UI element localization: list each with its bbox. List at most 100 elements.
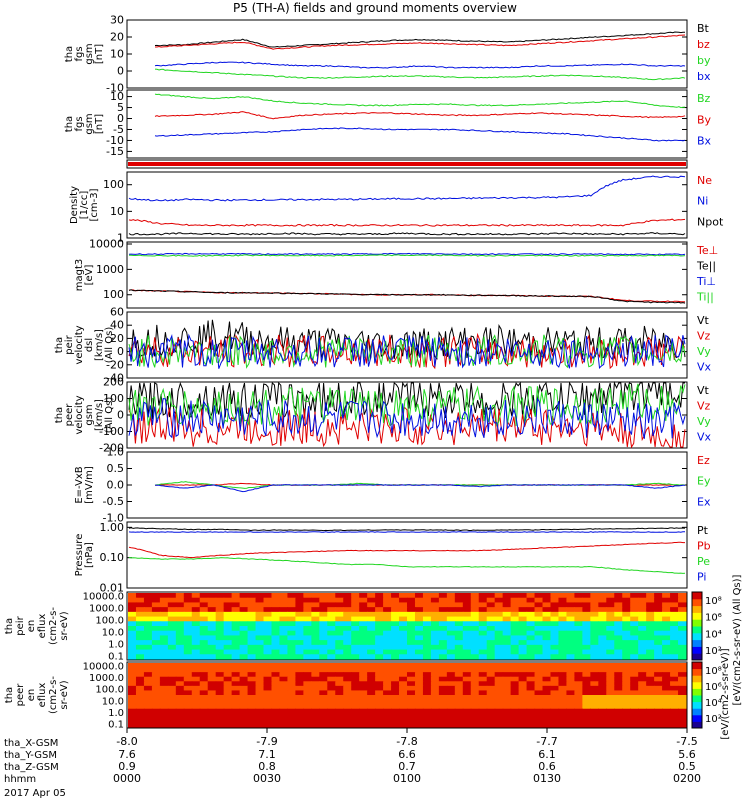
spectrogram-cell [662,626,671,632]
spectrogram-cell [207,685,217,692]
spectrogram-cell [638,621,647,627]
spectrogram-cell [295,597,304,604]
spectrogram-cell [191,695,201,701]
spectrogram-cell [183,717,193,724]
spectrogram-cell [191,667,201,673]
spectrogram-cell [247,676,257,682]
spectrogram-cell [542,607,552,613]
spectrogram-cell [494,607,504,613]
y-axis-label: [cm-3] [89,188,100,221]
spectrogram-cell [375,644,384,651]
spectrogram-cell [470,717,480,724]
spectrogram-cell [167,663,177,669]
spectrogram-cell [662,708,671,714]
spectrogram-cell [223,722,233,728]
colorbar-segment [692,721,702,729]
spectrogram-cell [167,676,177,682]
spectrogram-cell [478,597,488,604]
spectrogram-cell [606,635,615,641]
spectrogram-cell [486,699,496,705]
spectrogram-cell [303,602,312,608]
spectrogram-cell [526,654,536,660]
spectrogram-cell [159,635,169,641]
spectrogram-cell [223,635,233,641]
spectrogram-cell [367,685,376,692]
spectrogram-cell [255,597,265,604]
spectrogram-cell [438,667,448,673]
spectrogram-cell [502,695,512,701]
spectrogram-cell [422,621,432,627]
spectrogram-cell [654,630,663,637]
spectrogram-cell [319,695,328,701]
spectrogram-cell [271,593,281,599]
spectrogram-cell [311,699,320,705]
spectrogram-cell [542,667,552,673]
colorbar-segment [692,632,702,641]
spectrogram-cell [303,695,312,701]
spectrogram-cell [311,644,320,651]
spectrogram-cell [287,667,296,673]
spectrogram-cell [558,611,568,618]
spectrogram-cell [614,593,623,599]
spectrogram-cell [343,626,352,632]
spectrogram-cell [574,713,583,719]
spectrogram-cell [534,644,544,651]
spectrogram-cell [558,672,568,678]
spectrogram-cell [151,644,161,651]
spectrogram-cell [510,644,520,651]
spectrogram-cell [526,713,536,719]
spectrogram-cell [430,616,440,622]
spectrogram-cell [662,611,671,618]
spectrogram-cell [646,699,655,705]
spectrogram-cell [367,717,376,724]
spectrogram-cell [287,644,296,651]
spectrogram-cell [470,644,480,651]
spectrogram-cell [191,713,201,719]
spectrogram-cell [128,722,137,728]
spectrogram-cell [606,607,615,613]
spectrogram-cell [470,663,480,669]
x-tick-label: -7.8 [396,735,417,748]
spectrogram-cell [414,672,424,678]
spectrogram-cell [614,708,623,714]
spectrogram-cell [606,685,615,692]
spectrogram-cell [550,649,560,655]
spectrogram-cell [239,602,249,608]
spectrogram-cell [502,640,512,646]
spectrogram-cell [414,713,424,719]
spectrogram-cell [542,621,552,627]
spectrogram-cell [486,635,496,641]
spectrogram-cell [662,676,671,682]
spectrogram-cell [574,685,583,692]
spectrogram-cell [590,654,599,660]
spectrogram-cell [271,676,281,682]
spectrogram-cell [550,640,560,646]
y-axis-label: fgs [74,116,85,131]
spectrogram-cell [582,593,591,599]
spectrogram-cell [566,708,575,714]
spectrogram-cell [167,602,177,608]
spectrogram-cell [255,722,265,728]
spectrogram-cell [207,704,217,710]
spectrogram-cell [422,713,432,719]
spectrogram-cell [151,616,161,622]
spectrogram-cell [630,621,639,627]
spectrogram-cell [622,649,631,655]
spectrogram-cell [630,704,639,710]
spectrogram-cell [622,699,631,705]
spectrogram-cell [542,616,552,622]
spectrogram-cell [478,640,488,646]
spectrogram-cell [135,722,145,728]
spectrogram-cell [183,616,193,622]
spectrogram-cell [359,626,368,632]
colorbar-tick-label: 10⁴ [705,698,722,709]
spectrogram-cell [159,690,169,696]
spectrogram-cell [367,607,376,613]
spectrogram-cell [159,593,169,599]
spectrogram-cell [367,630,376,637]
spectrogram-cell [582,722,591,728]
spectrogram-cell [470,640,480,646]
spectrogram-cell [367,699,376,705]
spectrogram-cell [295,607,304,613]
spectrogram-cell [407,644,416,651]
